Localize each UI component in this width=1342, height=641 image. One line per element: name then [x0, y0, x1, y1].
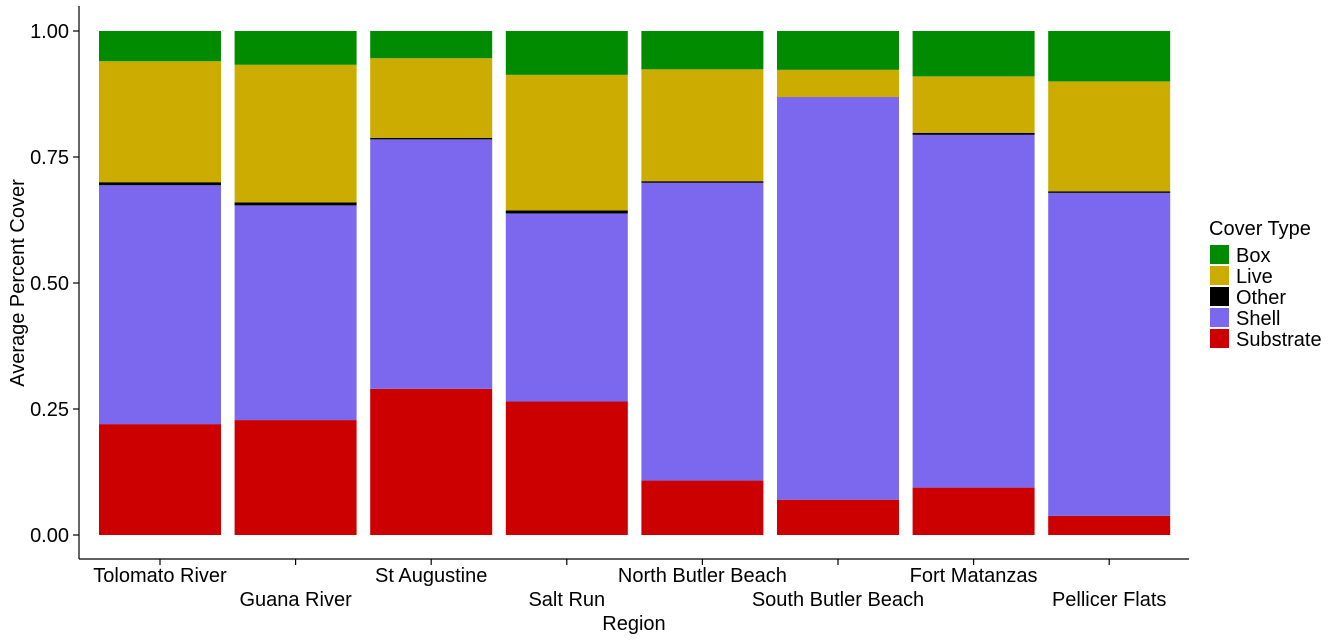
bar-south-butler-beach-box: [777, 31, 899, 70]
bar-st-augustine-other: [370, 137, 493, 140]
x-tick-label-salt-run: Salt Run: [528, 589, 605, 611]
legend-swatch-box: [1210, 245, 1229, 264]
bar-st-augustine-substrate: [370, 388, 493, 535]
bar-tolomato-river-shell: [99, 185, 221, 425]
bar-guana-river-other: [234, 202, 357, 206]
x-ticks: Tolomato River Guana River St Augustine Sal…: [93, 559, 1166, 611]
x-tick-label-guana-river: Guana River: [239, 589, 352, 611]
bar-st-augustine-live: [370, 58, 493, 138]
bar-tolomato-river-substrate: [99, 424, 221, 535]
bar-layer: [99, 31, 1171, 535]
bar-salt-run-shell: [505, 213, 628, 402]
bar-guana-river-live: [234, 64, 357, 203]
bar-fort-matanzas-box: [912, 31, 1035, 77]
y-tick-label: 0.50: [30, 273, 69, 295]
legend-label-shell: Shell: [1236, 308, 1280, 330]
y-tick-label: 0.75: [30, 147, 69, 169]
bar-fort-matanzas-shell: [912, 134, 1035, 488]
legend-swatch-live: [1210, 266, 1229, 285]
legend-title: Cover Type: [1209, 218, 1311, 240]
bar-north-butler-beach-substrate: [641, 480, 764, 535]
bar-tolomato-river-box: [99, 31, 221, 62]
x-axis-label: Region: [602, 613, 665, 635]
bar-st-augustine-shell: [370, 139, 493, 389]
x-tick-label-north-butler-beach: North Butler Beach: [618, 565, 787, 587]
bar-guana-river-shell: [234, 205, 357, 421]
legend-label-substrate: Substrate: [1236, 329, 1322, 351]
x-tick-label-tolomato-river: Tolomato River: [93, 565, 227, 587]
x-tick-label-pellicer-flats: Pellicer Flats: [1052, 589, 1166, 611]
bar-south-butler-beach-live: [777, 69, 899, 98]
x-tick-label-fort-matanzas: Fort Matanzas: [910, 565, 1038, 587]
y-tick-label: 0.00: [30, 525, 69, 547]
y-tick-label: 0.25: [30, 399, 69, 421]
bar-guana-river-box: [234, 31, 357, 65]
legend-swatch-other: [1210, 287, 1229, 306]
bar-tolomato-river-live: [99, 61, 221, 183]
bar-north-butler-beach-live: [641, 69, 764, 182]
legend-label-live: Live: [1236, 266, 1273, 288]
x-tick-label-south-butler-beach: South Butler Beach: [752, 589, 924, 611]
bar-salt-run-substrate: [505, 401, 628, 535]
y-tick-label: 1.00: [30, 21, 69, 43]
bar-fort-matanzas-other: [912, 132, 1035, 135]
bar-north-butler-beach-shell: [641, 182, 764, 481]
x-tick-label-st-augustine: St Augustine: [375, 565, 487, 587]
bar-pellicer-flats-other: [1048, 191, 1171, 193]
bar-south-butler-beach-shell: [777, 97, 899, 500]
bar-st-augustine-box: [370, 31, 493, 59]
bar-tolomato-river-other: [99, 182, 221, 186]
bar-fort-matanzas-substrate: [912, 487, 1035, 535]
bar-pellicer-flats-shell: [1048, 192, 1171, 516]
bar-south-butler-beach-substrate: [777, 499, 899, 535]
y-axis-label: Average Percent Cover: [7, 179, 29, 387]
y-ticks: 0.00 0.25 0.50 0.75 1.00: [30, 21, 79, 547]
bar-pellicer-flats-substrate: [1048, 515, 1171, 535]
bar-salt-run-box: [505, 31, 628, 75]
bar-pellicer-flats-box: [1048, 31, 1171, 82]
bar-north-butler-beach-other: [641, 181, 764, 183]
bar-guana-river-substrate: [234, 420, 357, 535]
bar-salt-run-live: [505, 74, 628, 211]
bar-north-butler-beach-box: [641, 31, 764, 70]
legend-label-box: Box: [1236, 245, 1270, 267]
bar-salt-run-other: [505, 210, 628, 214]
legend-label-other: Other: [1236, 287, 1286, 309]
legend-swatch-substrate: [1210, 329, 1229, 348]
legend-swatch-shell: [1210, 308, 1229, 327]
bar-pellicer-flats-live: [1048, 81, 1171, 192]
bar-fort-matanzas-live: [912, 76, 1035, 133]
